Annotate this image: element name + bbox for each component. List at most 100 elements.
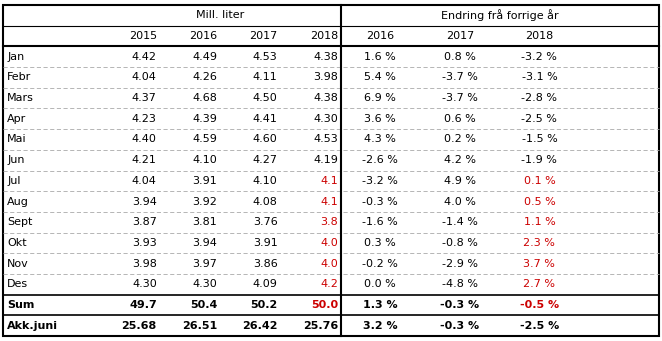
Text: Jan: Jan [7, 52, 24, 62]
Text: Febr: Febr [7, 73, 32, 83]
Text: 3.98: 3.98 [313, 73, 338, 83]
Text: 26.51: 26.51 [182, 321, 217, 330]
Text: 4.26: 4.26 [192, 73, 217, 83]
Text: 0.3 %: 0.3 % [365, 238, 397, 248]
Text: 4.41: 4.41 [253, 114, 277, 124]
Text: 0.2 %: 0.2 % [444, 134, 476, 145]
Text: 4.53: 4.53 [313, 134, 338, 145]
Text: 3.93: 3.93 [132, 238, 157, 248]
Text: 3.94: 3.94 [192, 238, 217, 248]
Text: 3.81: 3.81 [193, 217, 217, 227]
Text: Aug: Aug [7, 196, 29, 207]
Text: -0.3 %: -0.3 % [363, 196, 399, 207]
Text: 50.4: 50.4 [190, 300, 217, 310]
Text: 3.86: 3.86 [253, 258, 277, 268]
Text: 4.0: 4.0 [320, 258, 338, 268]
Text: Okt: Okt [7, 238, 27, 248]
Text: Mill. liter: Mill. liter [196, 11, 244, 20]
Text: 26.42: 26.42 [242, 321, 277, 330]
Text: 4.30: 4.30 [193, 279, 217, 289]
Text: 25.76: 25.76 [303, 321, 338, 330]
Text: -0.3 %: -0.3 % [440, 300, 479, 310]
Text: 2.3 %: 2.3 % [524, 238, 555, 248]
Text: 2017: 2017 [250, 31, 277, 41]
Text: Endring frå forrige år: Endring frå forrige år [441, 10, 559, 21]
Text: 4.0: 4.0 [320, 238, 338, 248]
Text: -2.6 %: -2.6 % [362, 155, 399, 165]
Text: 4.37: 4.37 [132, 93, 157, 103]
Text: 3.92: 3.92 [192, 196, 217, 207]
Text: 4.49: 4.49 [192, 52, 217, 62]
Text: 4.27: 4.27 [252, 155, 277, 165]
Text: 4.23: 4.23 [132, 114, 157, 124]
Text: 4.30: 4.30 [132, 279, 157, 289]
Text: 2016: 2016 [366, 31, 395, 41]
Text: Mars: Mars [7, 93, 34, 103]
Text: 4.2 %: 4.2 % [444, 155, 476, 165]
Text: 2016: 2016 [189, 31, 217, 41]
Text: 4.1: 4.1 [320, 176, 338, 186]
Text: 1.1 %: 1.1 % [524, 217, 555, 227]
Text: Apr: Apr [7, 114, 26, 124]
Text: 4.38: 4.38 [313, 52, 338, 62]
Text: -2.9 %: -2.9 % [442, 258, 478, 268]
Text: 4.04: 4.04 [132, 73, 157, 83]
Text: 3.8: 3.8 [320, 217, 338, 227]
Text: -1.4 %: -1.4 % [442, 217, 478, 227]
Text: 3.97: 3.97 [192, 258, 217, 268]
Text: 4.21: 4.21 [132, 155, 157, 165]
Text: -3.2 %: -3.2 % [362, 176, 399, 186]
Text: -0.3 %: -0.3 % [440, 321, 479, 330]
Text: 3.6 %: 3.6 % [365, 114, 397, 124]
Text: 4.09: 4.09 [253, 279, 277, 289]
Text: 3.76: 3.76 [253, 217, 277, 227]
Text: 4.0 %: 4.0 % [444, 196, 476, 207]
Text: -0.2 %: -0.2 % [362, 258, 399, 268]
Text: 49.7: 49.7 [129, 300, 157, 310]
Text: 0.5 %: 0.5 % [524, 196, 555, 207]
Text: 1.3 %: 1.3 % [363, 300, 398, 310]
Text: -1.6 %: -1.6 % [363, 217, 399, 227]
Text: -4.8 %: -4.8 % [442, 279, 478, 289]
Text: 2.7 %: 2.7 % [524, 279, 555, 289]
Text: 4.30: 4.30 [313, 114, 338, 124]
Text: 4.2: 4.2 [320, 279, 338, 289]
Text: Sum: Sum [7, 300, 34, 310]
Text: Jun: Jun [7, 155, 24, 165]
Text: Mai: Mai [7, 134, 27, 145]
Text: Des: Des [7, 279, 28, 289]
Text: 4.68: 4.68 [192, 93, 217, 103]
Text: 2017: 2017 [446, 31, 474, 41]
Text: 1.6 %: 1.6 % [365, 52, 397, 62]
Text: 25.68: 25.68 [122, 321, 157, 330]
Text: 0.8 %: 0.8 % [444, 52, 476, 62]
Text: 4.3 %: 4.3 % [364, 134, 397, 145]
Text: 3.7 %: 3.7 % [524, 258, 555, 268]
Text: -0.8 %: -0.8 % [442, 238, 478, 248]
Text: 4.50: 4.50 [253, 93, 277, 103]
Text: -2.8 %: -2.8 % [522, 93, 557, 103]
Text: 4.59: 4.59 [192, 134, 217, 145]
Text: 4.60: 4.60 [253, 134, 277, 145]
Text: 4.10: 4.10 [253, 176, 277, 186]
Text: 3.94: 3.94 [132, 196, 157, 207]
Text: 4.1: 4.1 [320, 196, 338, 207]
Text: 3.91: 3.91 [193, 176, 217, 186]
Text: 4.39: 4.39 [192, 114, 217, 124]
Text: 4.38: 4.38 [313, 93, 338, 103]
Text: 4.19: 4.19 [313, 155, 338, 165]
Text: 4.11: 4.11 [253, 73, 277, 83]
Text: -1.9 %: -1.9 % [522, 155, 557, 165]
Text: -3.1 %: -3.1 % [522, 73, 557, 83]
Text: 4.04: 4.04 [132, 176, 157, 186]
Text: 4.10: 4.10 [193, 155, 217, 165]
Text: -2.5 %: -2.5 % [522, 114, 557, 124]
Text: 2018: 2018 [525, 31, 553, 41]
Text: 3.87: 3.87 [132, 217, 157, 227]
Text: 2015: 2015 [128, 31, 157, 41]
Text: 4.42: 4.42 [132, 52, 157, 62]
Text: 3.98: 3.98 [132, 258, 157, 268]
Text: 0.0 %: 0.0 % [365, 279, 397, 289]
Text: 50.2: 50.2 [250, 300, 277, 310]
Text: Sept: Sept [7, 217, 32, 227]
